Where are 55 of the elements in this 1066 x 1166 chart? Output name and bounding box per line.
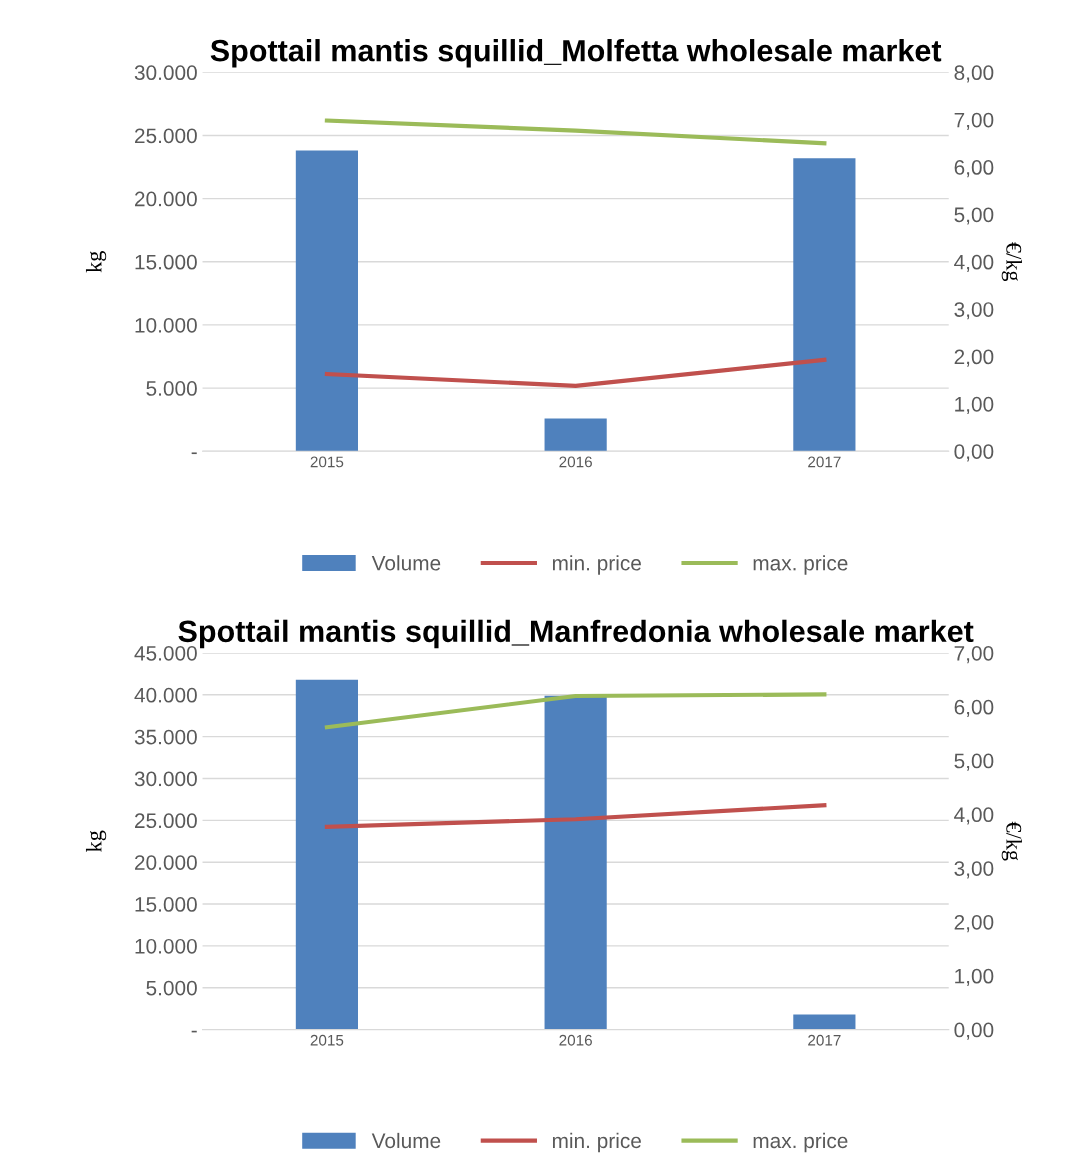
y-tick-label: 30.000: [134, 771, 197, 787]
legend-label: min. price: [552, 555, 641, 575]
bar: [793, 158, 856, 452]
x-tick-label: 2017: [808, 456, 841, 468]
y-tick-label: 20.000: [135, 191, 197, 207]
y2-tick-label: 1,00: [955, 396, 994, 415]
x-tick-label: 2017: [808, 1034, 841, 1046]
y2-tick-label: 2,00: [954, 914, 994, 933]
y2-tick-label: 6,00: [954, 699, 994, 717]
y-tick-label: 15.000: [135, 254, 197, 270]
bar: [295, 150, 358, 452]
y2-tick-label: 3,00: [954, 302, 994, 320]
y-tick-label: -: [191, 452, 197, 455]
y2-tick-label: 3,00: [954, 861, 994, 879]
legend-label: Volume: [371, 1132, 441, 1149]
y2-tick-label: 4,00: [954, 807, 994, 825]
y2-tick-label: 2,00: [954, 349, 994, 367]
legend-label: max. price: [753, 555, 848, 575]
legend-label: Volume: [371, 555, 441, 571]
bar: [544, 418, 607, 452]
y-tick-label: 35.000: [134, 729, 197, 745]
bar: [544, 695, 607, 1030]
y-tick-label: -: [191, 1030, 197, 1033]
legend-label: min. price: [552, 1132, 641, 1153]
x-tick-label: 2016: [559, 1034, 592, 1046]
y2-axis-title: €/kg: [1001, 242, 1022, 282]
y2-tick-label: 5,00: [954, 753, 994, 771]
y-tick-label: 20.000: [135, 855, 197, 870]
y-axis-title: kg: [85, 830, 107, 852]
bar: [295, 679, 358, 1030]
y-tick-label: 30.000: [134, 65, 197, 81]
y2-tick-label: 8,00: [954, 65, 994, 83]
y-axis-title: kg: [85, 251, 107, 273]
y-tick-label: 10.000: [135, 317, 197, 333]
y-tick-label: 10.000: [135, 938, 197, 954]
y-tick-label: 25.000: [135, 813, 197, 829]
y-tick-label: 5.000: [146, 980, 197, 996]
x-tick-label: 2016: [559, 456, 592, 468]
y-tick-label: 5.000: [146, 381, 197, 396]
y2-tick-label: 7,00: [954, 112, 994, 130]
x-tick-label: 2015: [310, 456, 344, 468]
y2-tick-label: 0,00: [954, 1022, 994, 1040]
y2-tick-label: 1,00: [955, 968, 994, 986]
y2-axis-title: €/kg: [1001, 821, 1022, 861]
y-tick-label: 40.000: [134, 687, 197, 703]
y-tick-label: 15.000: [135, 897, 197, 912]
y2-tick-label: 6,00: [954, 160, 994, 178]
y2-tick-label: 5,00: [954, 207, 994, 225]
x-tick-label: 2015: [310, 1034, 344, 1046]
y2-tick-label: 0,00: [954, 444, 994, 462]
chart-title: Spottail mantis squillid_Molfetta wholesale market: [210, 39, 942, 68]
y2-tick-label: 4,00: [954, 254, 994, 272]
legend-label: max. price: [753, 1132, 848, 1153]
y-tick-label: 25.000: [135, 128, 197, 144]
bar: [793, 1014, 856, 1030]
